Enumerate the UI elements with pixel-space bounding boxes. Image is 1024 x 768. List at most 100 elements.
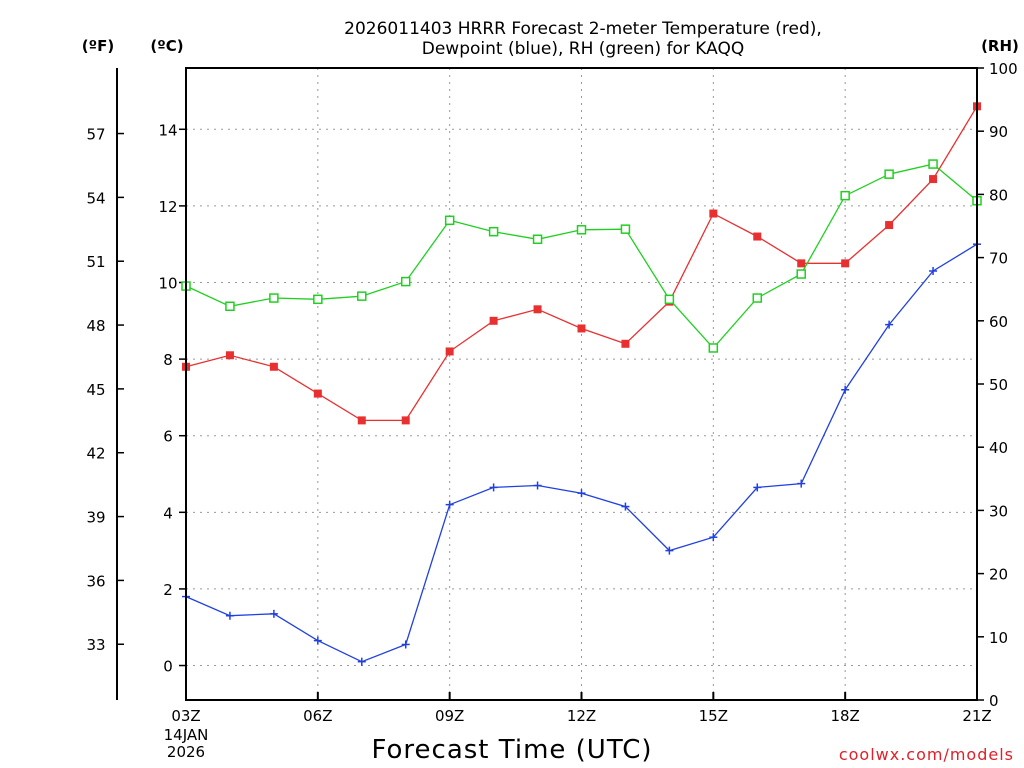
dewpoint-point	[709, 533, 718, 542]
fahrenheit-tick-label: 51	[86, 253, 105, 271]
dewpoint-point	[401, 640, 410, 649]
temperature-point	[841, 259, 850, 268]
temperature-point	[489, 316, 498, 325]
rh-point	[576, 225, 587, 235]
rh-point	[444, 215, 455, 226]
celsius-tick-label: 12	[158, 198, 177, 216]
temperature-point	[577, 324, 586, 333]
celsius-tick-label: 14	[158, 121, 177, 139]
rh-tick-label: 50	[989, 376, 1008, 394]
fahrenheit-tick-label: 39	[86, 509, 105, 527]
x-tick-label: 21Z	[962, 707, 991, 725]
rh-tick-label: 100	[989, 60, 1018, 78]
rh-tick-label: 70	[989, 250, 1008, 268]
temperature-point	[445, 347, 454, 356]
fahrenheit-unit-label: (ºF)	[82, 37, 114, 55]
celsius-tick-label: 0	[163, 658, 173, 676]
rh-tick-label: 90	[989, 123, 1008, 141]
x-tick-label: 12Z	[567, 707, 596, 725]
rh-point	[708, 343, 719, 353]
x-tick-label: 03Z	[171, 707, 200, 725]
temperature-point	[797, 259, 806, 268]
temperature-point	[709, 209, 718, 218]
axes: 03Z 06Z 09Z 12Z 15Z 18Z 21Z0246810121433363942…	[86, 60, 1017, 725]
dewpoint-point	[885, 320, 894, 329]
dewpoint-point	[577, 489, 586, 498]
celsius-tick-label: 2	[163, 581, 173, 599]
temperature-point	[225, 351, 234, 360]
rh-tick-label: 10	[989, 629, 1008, 647]
dewpoint-point	[357, 657, 366, 666]
chart-title-line2: Dewpoint (blue), RH (green) for KAQQ	[422, 39, 745, 59]
rh-tick-label: 0	[989, 692, 999, 710]
fahrenheit-tick-label: 45	[86, 381, 105, 399]
x-tick-label: 15Z	[699, 707, 728, 725]
celsius-tick-label: 6	[163, 428, 173, 446]
rh-point	[400, 276, 411, 287]
fahrenheit-tick-label: 42	[86, 445, 105, 463]
celsius-tick-label: 4	[163, 504, 173, 522]
dewpoint-point	[797, 479, 806, 488]
rh-point	[884, 169, 894, 179]
dewpoint-point	[445, 500, 454, 509]
rh-point	[752, 293, 763, 303]
temperature-point	[621, 339, 630, 348]
temperature-point	[885, 221, 894, 230]
fahrenheit-tick-label: 57	[86, 126, 105, 144]
rh-point	[225, 301, 235, 312]
rh-point	[488, 226, 499, 237]
rh-series	[181, 159, 982, 353]
temperature-point	[269, 362, 278, 371]
x-tick-label: 18Z	[830, 707, 859, 725]
temperature-point	[753, 232, 762, 241]
dewpoint-point	[269, 609, 278, 618]
rh-tick-label: 80	[989, 186, 1008, 204]
plot-frame	[185, 67, 978, 701]
temperature-point	[533, 305, 542, 314]
rh-point	[796, 269, 806, 279]
rh-point	[269, 293, 279, 303]
rh-point	[313, 294, 323, 305]
fahrenheit-tick-label: 54	[86, 189, 105, 207]
chart-title-line1: 2026011403 HRRR Forecast 2-meter Tempera…	[344, 19, 822, 39]
dewpoint-point	[489, 483, 498, 492]
fahrenheit-tick-label: 48	[86, 317, 105, 335]
data-series	[181, 102, 982, 666]
rh-point	[840, 190, 850, 201]
dewpoint-point	[841, 385, 850, 394]
date-label-day: 14JAN	[164, 726, 209, 744]
dewpoint-point	[753, 483, 762, 492]
rh-point	[532, 234, 543, 245]
rh-tick-label: 60	[989, 313, 1008, 331]
rh-point	[664, 294, 675, 305]
temperature-point	[401, 416, 410, 425]
dewpoint-point	[313, 636, 322, 645]
dewpoint-point	[621, 502, 630, 511]
rh-tick-label: 20	[989, 566, 1008, 584]
credit-label: coolwx.com/models	[839, 745, 1014, 764]
fahrenheit-tick-label: 33	[86, 636, 105, 654]
celsius-tick-label: 8	[163, 351, 173, 369]
temperature-point	[929, 175, 938, 184]
celsius-unit-label: (ºC)	[150, 37, 183, 55]
temperature-point	[313, 389, 322, 398]
rh-point	[620, 224, 631, 234]
fahrenheit-tick-label: 36	[86, 572, 105, 590]
rh-point	[928, 159, 938, 169]
celsius-tick-label: 10	[158, 274, 177, 292]
dewpoint-point	[225, 611, 234, 620]
rh-unit-label: (RH)	[981, 37, 1019, 55]
temperature-point	[357, 416, 366, 425]
grid-lines	[186, 68, 977, 700]
dewpoint-point	[665, 546, 674, 555]
date-label-year: 2026	[167, 743, 205, 761]
rh-tick-label: 30	[989, 502, 1008, 520]
dewpoint-point	[533, 481, 542, 490]
x-tick-label: 06Z	[303, 707, 332, 725]
rh-point	[357, 291, 367, 301]
dewpoint-point	[929, 267, 938, 276]
rh-tick-label: 40	[989, 439, 1008, 457]
x-axis-label: Forecast Time (UTC)	[371, 735, 652, 765]
x-tick-label: 09Z	[435, 707, 464, 725]
